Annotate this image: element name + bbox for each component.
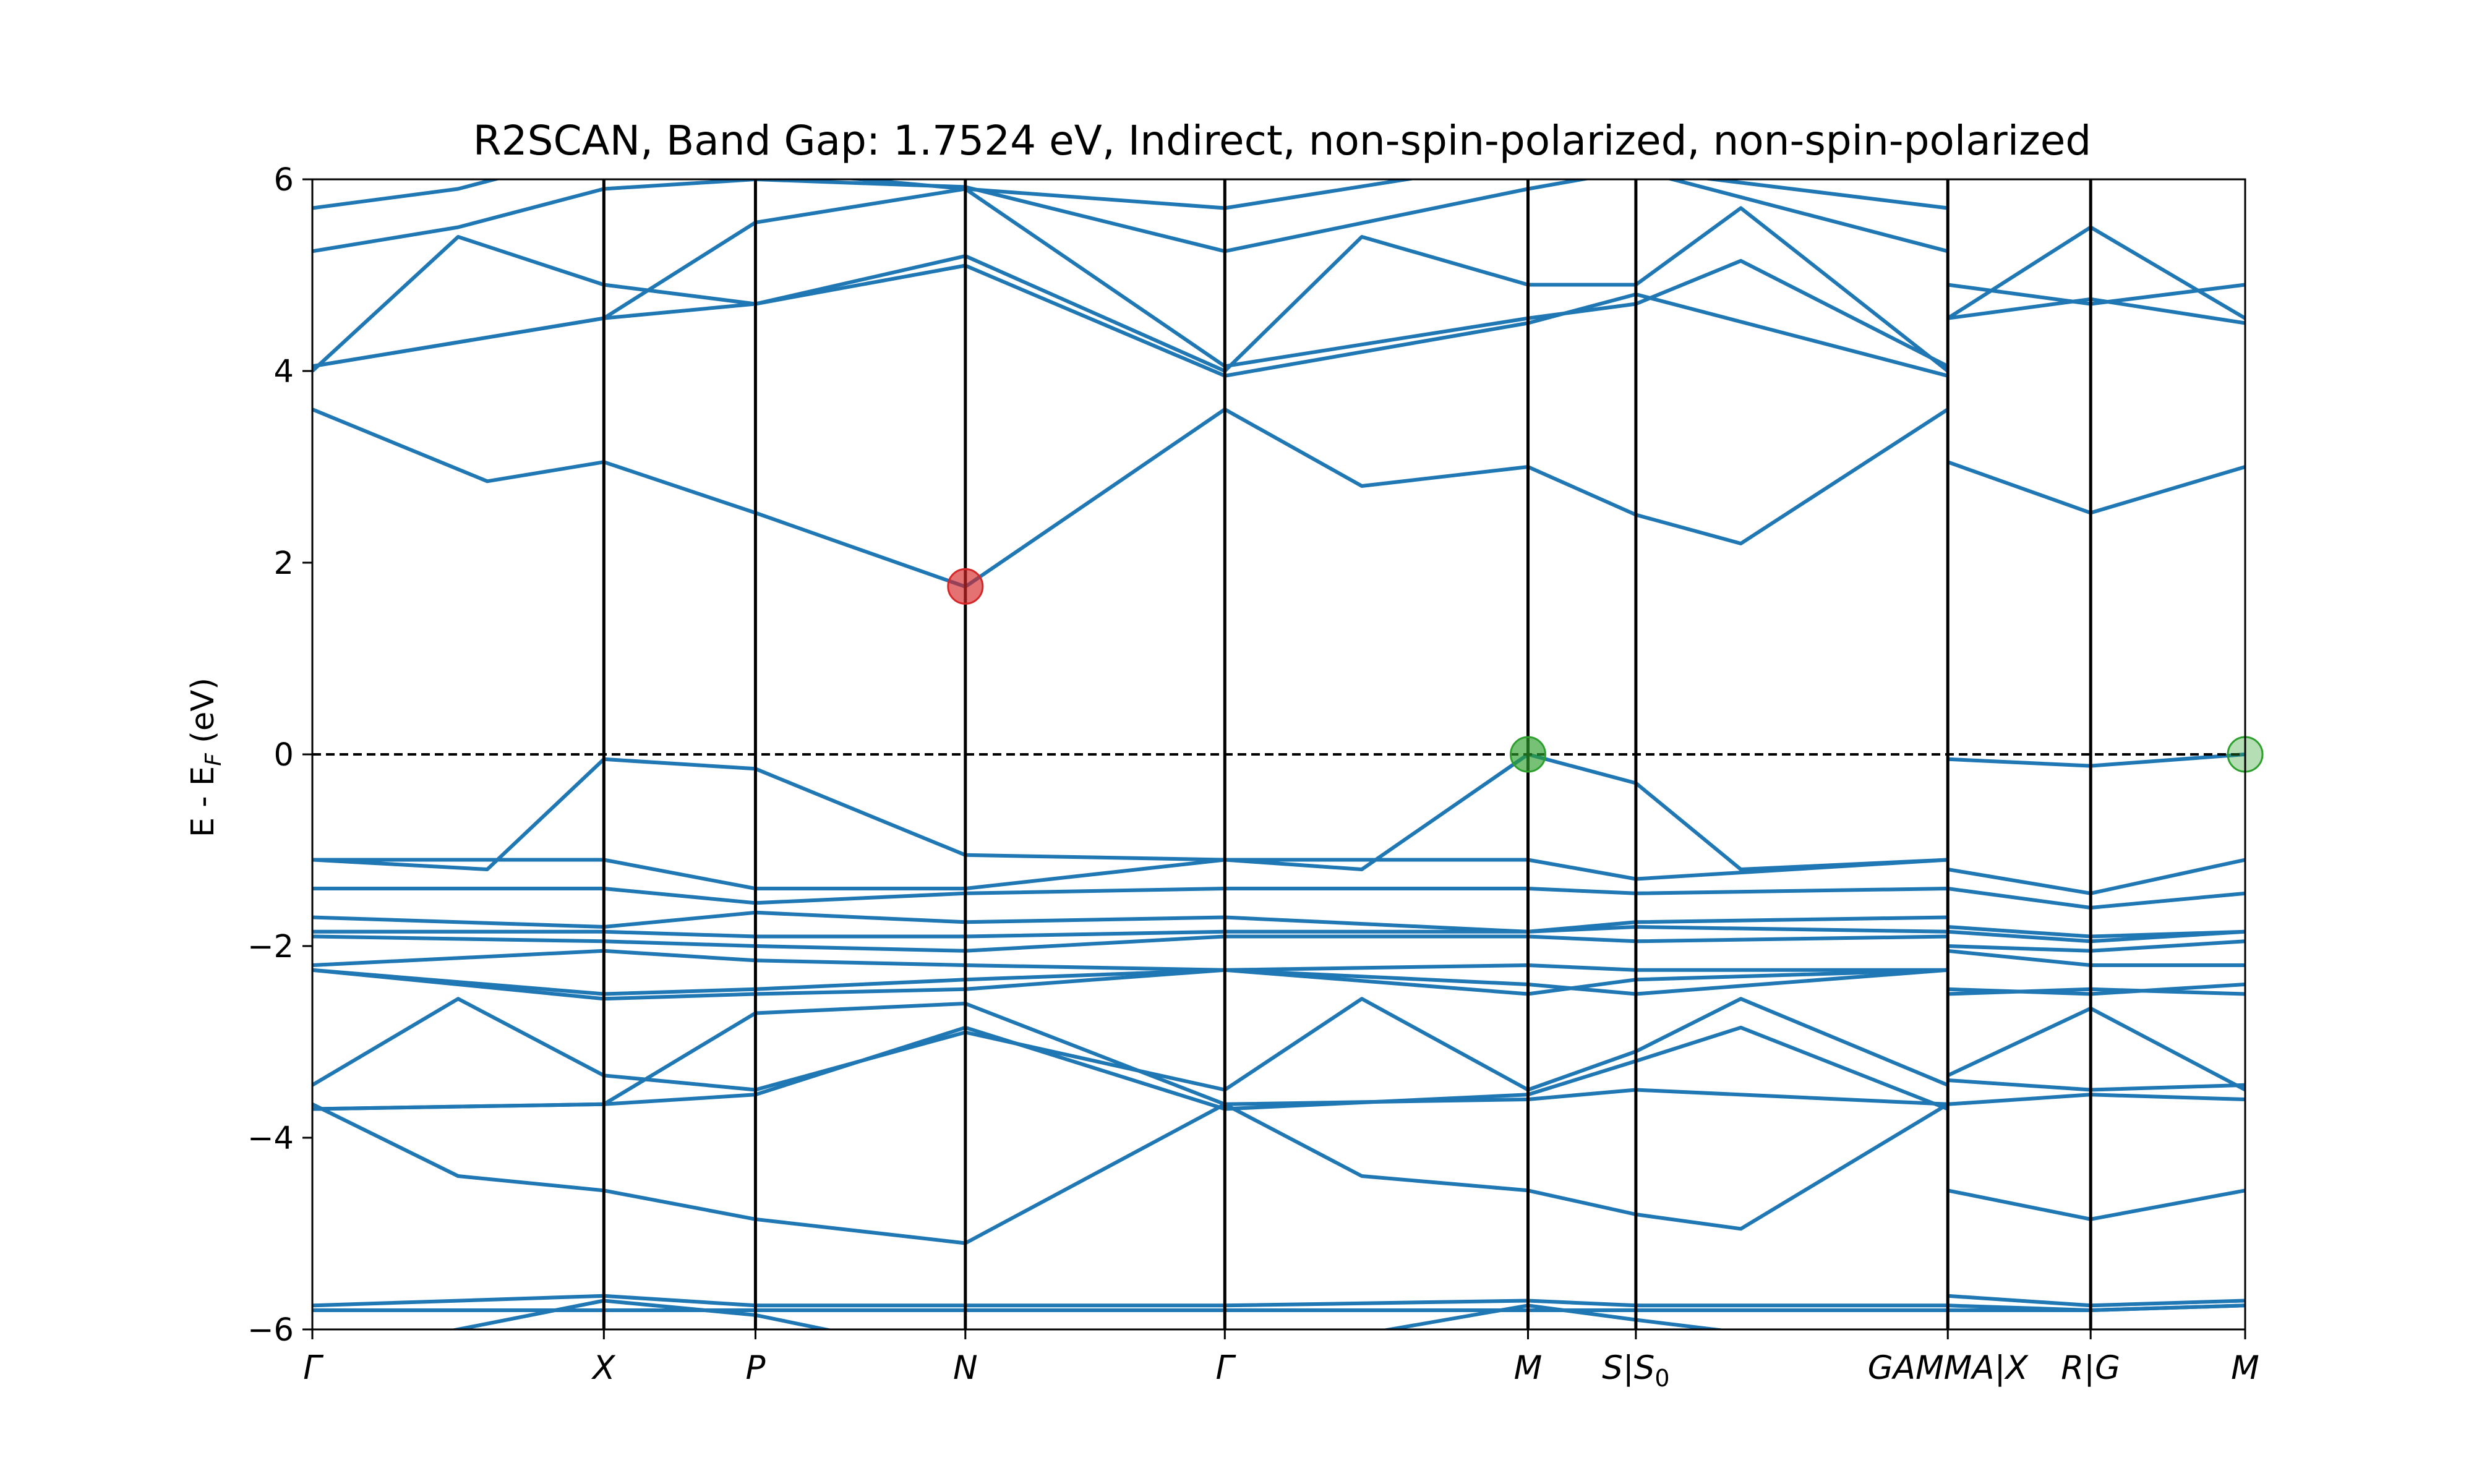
x-tick-label: X [591, 1349, 616, 1387]
band-16 [312, 1002, 2245, 1111]
y-tick-label: 2 [274, 545, 294, 582]
y-tick-label: 4 [274, 354, 294, 390]
y-tick-label: 6 [274, 162, 294, 198]
band-17 [312, 1025, 2245, 1111]
x-tick-subscript: 0 [1654, 1365, 1669, 1392]
x-tick-label: Γ [303, 1349, 323, 1387]
band-18 [312, 1102, 2245, 1245]
x-ticks: Γ X P N Γ M S|S0 GAMMA|X R|G M [303, 1329, 2259, 1392]
x-tick-label: P [745, 1349, 765, 1387]
band-1 [312, 179, 1948, 254]
x-tick-label: S|S0 [1602, 1349, 1669, 1392]
band-edge-markers [947, 568, 2264, 773]
vbm-marker [1509, 736, 1546, 773]
band-19 [312, 1303, 2245, 1312]
y-tick-label: 0 [274, 737, 294, 774]
x-tick-label: M [1514, 1349, 1543, 1387]
y-tick-label: −4 [247, 1120, 294, 1157]
band-11 [312, 934, 2245, 953]
cbm-marker [947, 568, 984, 605]
chart-title: R2SCAN, Band Gap: 1.7524 eV, Indirect, n… [473, 117, 2092, 164]
x-tick-label: Γ [1216, 1349, 1236, 1387]
band-8 [312, 887, 2245, 910]
x-tick-label: GAMMA|X [1868, 1349, 2029, 1387]
y-axis-label: E - EF (eV) [185, 678, 226, 837]
y-tick-label: −6 [247, 1312, 294, 1349]
x-tick-label: M [2231, 1349, 2259, 1387]
band-12 [312, 949, 2245, 972]
band-5 [312, 407, 2245, 589]
x-tick-label: R|G [2061, 1349, 2120, 1387]
band-2 [312, 206, 2245, 373]
fermi-subscript: F [201, 753, 226, 766]
band-3 [312, 187, 2245, 369]
y-axis-label-unit: (eV) [185, 678, 221, 753]
band-6 [312, 753, 2245, 871]
y-tick-label: −2 [247, 929, 294, 965]
x-tick-label: N [953, 1349, 978, 1387]
band-15 [312, 997, 2245, 1092]
y-ticks: −6 −4 −2 0 2 4 6 [247, 162, 312, 1349]
